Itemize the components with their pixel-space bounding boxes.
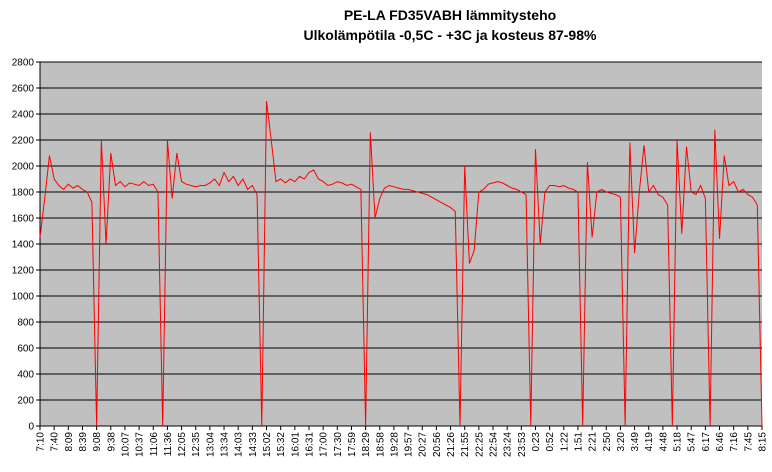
- x-tick-label: 0:23: [531, 432, 542, 452]
- x-tick-label: 21:55: [460, 432, 471, 457]
- x-tick-label: 20:27: [418, 432, 429, 457]
- x-tick-label: 13:04: [205, 432, 216, 457]
- x-tick-label: 10:07: [120, 432, 131, 457]
- y-tick-label: 1200: [12, 266, 35, 277]
- x-tick-label: 12:35: [191, 432, 202, 457]
- y-tick-label: 0: [28, 422, 34, 433]
- x-tick-label: 7:45: [743, 432, 754, 452]
- x-tick-label: 14:03: [234, 432, 245, 457]
- y-tick-label: 1600: [12, 214, 35, 225]
- y-tick-label: 1000: [12, 292, 35, 303]
- x-tick-label: 15:02: [262, 432, 273, 457]
- x-tick-label: 17:30: [333, 432, 344, 457]
- y-tick-label: 2800: [12, 58, 35, 69]
- y-tick-label: 200: [17, 396, 34, 407]
- y-tick-label: 800: [17, 318, 34, 329]
- chart-title: PE-LA FD35VABH lämmitysteho: [344, 7, 556, 23]
- x-tick-label: 23:53: [517, 432, 528, 457]
- x-tick-label: 17:00: [319, 432, 330, 457]
- y-tick-label: 1800: [12, 188, 35, 199]
- x-tick-label: 21:26: [446, 432, 457, 457]
- x-tick-label: 7:40: [50, 432, 61, 452]
- data-line: [39, 100, 763, 427]
- x-tick-label: 19:57: [404, 432, 415, 457]
- x-tick-label: 10:37: [135, 432, 146, 457]
- x-tick-label: 16:01: [290, 432, 301, 457]
- x-tick-label: 22:54: [489, 432, 500, 457]
- x-tick-label: 8:15: [758, 432, 769, 452]
- x-tick-label: 16:31: [304, 432, 315, 457]
- x-tick-label: 17:59: [347, 432, 358, 457]
- y-tick-label: 400: [17, 370, 34, 381]
- x-tick-label: 15:32: [276, 432, 287, 457]
- y-tick-label: 2200: [12, 136, 35, 147]
- x-tick-label: 3:49: [630, 432, 641, 452]
- x-tick-label: 6:17: [701, 432, 712, 452]
- x-tick-label: 9:38: [106, 432, 117, 452]
- x-tick-label: 11:36: [163, 432, 174, 457]
- x-tick-label: 0:52: [545, 432, 556, 452]
- y-tick-label: 600: [17, 344, 34, 355]
- x-tick-label: 1:22: [559, 432, 570, 452]
- x-tick-label: 6:46: [715, 432, 726, 452]
- x-tick-label: 1:51: [573, 432, 584, 452]
- x-tick-label: 8:39: [78, 432, 89, 452]
- x-tick-label: 19:28: [389, 432, 400, 457]
- x-tick-label: 18:58: [375, 432, 386, 457]
- x-tick-label: 22:25: [474, 432, 485, 457]
- y-tick-label: 2400: [12, 110, 35, 121]
- x-tick-label: 2:21: [588, 432, 599, 452]
- x-tick-label: 4:19: [644, 432, 655, 452]
- x-tick-label: 23:24: [503, 432, 514, 457]
- y-tick-label: 2000: [12, 162, 35, 173]
- x-tick-label: 14:33: [248, 432, 259, 457]
- x-tick-label: 11:06: [149, 432, 160, 457]
- x-tick-label: 7:16: [729, 432, 740, 452]
- y-tick-label: 1400: [12, 240, 35, 251]
- x-tick-label: 7:10: [36, 432, 47, 452]
- x-tick-label: 9:08: [92, 432, 103, 452]
- x-tick-label: 13:34: [220, 432, 231, 457]
- x-tick-label: 8:09: [64, 432, 75, 452]
- x-tick-label: 2:50: [602, 432, 613, 452]
- y-tick-label: 2600: [12, 84, 35, 95]
- chart-subtitle: Ulkolämpötila -0,5C - +3C ja kosteus 87-…: [304, 27, 597, 43]
- x-tick-label: 4:48: [658, 432, 669, 452]
- x-tick-label: 18:29: [361, 432, 372, 457]
- x-tick-label: 5:47: [687, 432, 698, 452]
- x-tick-label: 3:20: [616, 432, 627, 452]
- x-tick-label: 20:56: [432, 432, 443, 457]
- x-tick-label: 5:18: [673, 432, 684, 452]
- x-tick-label: 12:05: [177, 432, 188, 457]
